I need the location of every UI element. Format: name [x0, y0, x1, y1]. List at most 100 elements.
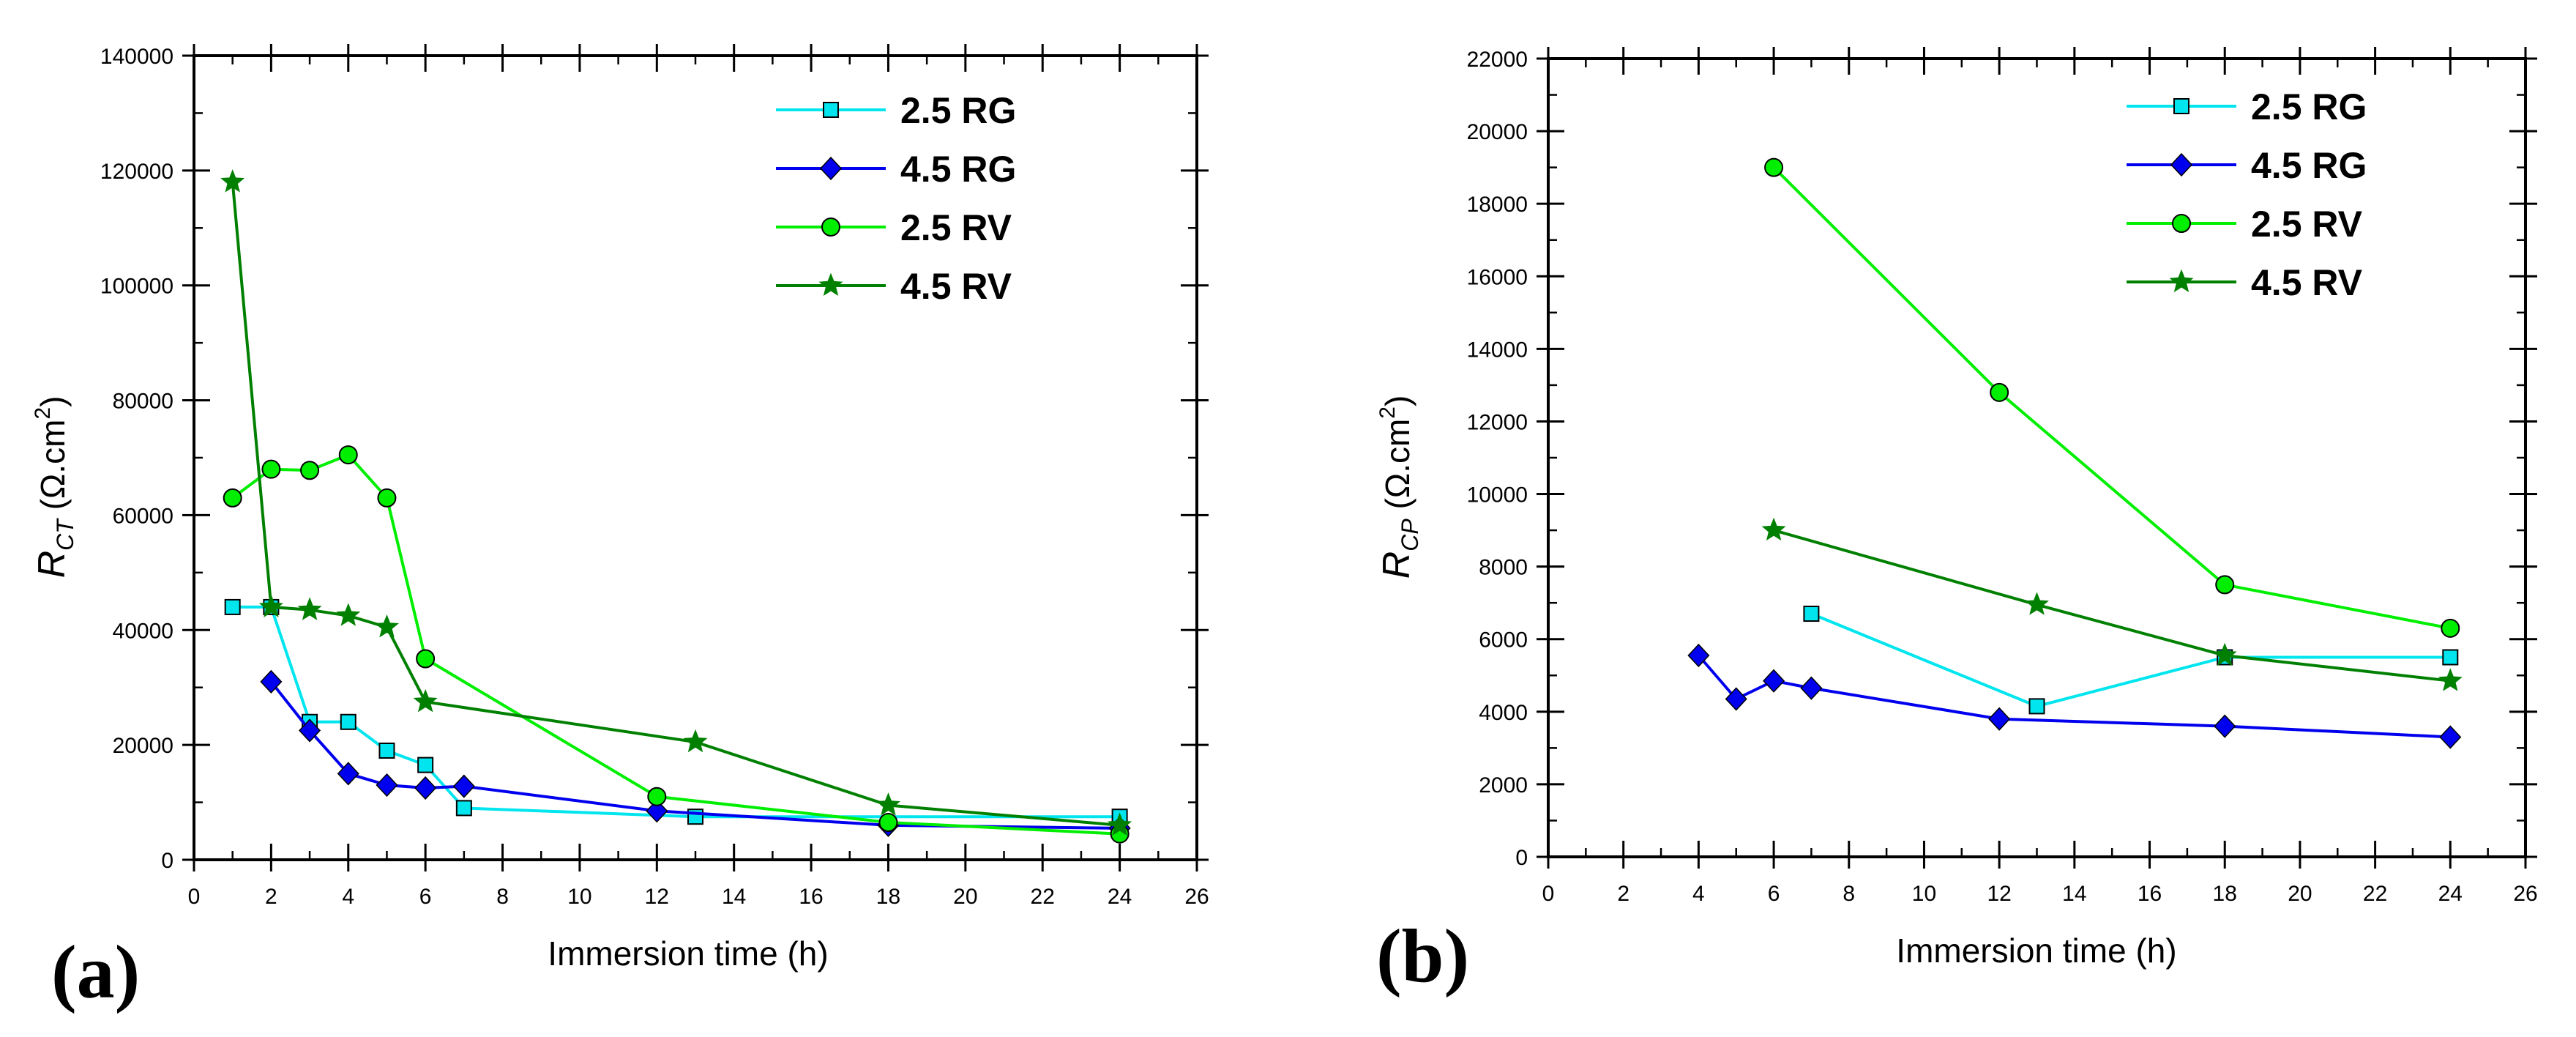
- x-tick-label: 0: [1542, 882, 1555, 906]
- x-tick-label: 12: [645, 885, 669, 909]
- x-tick-label: 10: [567, 885, 591, 909]
- y-axis-title: RCT (Ω.cm2): [31, 396, 78, 579]
- data-point-2-5-rv: [1990, 382, 2009, 402]
- data-point-2-5-rv: [338, 445, 358, 465]
- series-line-2-5-rg: [1810, 612, 2451, 708]
- data-point-4-5-rg: [1687, 643, 1710, 668]
- x-tick-label: 4: [1692, 882, 1705, 906]
- chart-panel-a: 0 2 4 6 8 10 12 14 16 18 20 22 24 2602000040000600008…: [31, 44, 1209, 973]
- data-point-4-5-rg: [337, 762, 359, 786]
- y-tick-label: 140000: [100, 45, 173, 69]
- x-tick-label: 24: [2438, 882, 2463, 906]
- x-tick-label: 18: [2213, 882, 2237, 906]
- x-tick-label: 6: [419, 885, 432, 909]
- y-tick-label: 18000: [1467, 193, 1528, 217]
- data-point-2-5-rg: [455, 800, 472, 817]
- data-point-2-5-rv: [1764, 157, 1784, 177]
- data-point-2-5-rg: [224, 598, 241, 615]
- x-tick-label: 24: [1108, 885, 1132, 909]
- legend-marker-2-5-rg: [823, 102, 839, 118]
- y-tick-label: 16000: [1467, 265, 1528, 289]
- legend-marker-4-5-rv: [2169, 269, 2194, 292]
- panel-label-b: (b): [1376, 914, 1469, 998]
- legend-label-2-5-rv: 2.5 RV: [2251, 204, 2363, 245]
- y-tick-label: 40000: [113, 619, 173, 643]
- panel-label-a: (a): [51, 930, 140, 1014]
- series-line-2-5-rg: [232, 605, 1120, 819]
- data-point-4-5-rv: [683, 729, 708, 753]
- legend-marker-4-5-rv: [818, 272, 843, 296]
- data-point-4-5-rv: [297, 597, 322, 620]
- series-line-4-5-rv: [1773, 529, 2451, 683]
- y-tick-label: 60000: [113, 504, 173, 528]
- data-point-4-5-rv: [876, 792, 900, 816]
- y-tick-label: 0: [161, 849, 173, 873]
- x-tick-label: 6: [1768, 882, 1780, 906]
- data-point-2-5-rg: [1803, 606, 1820, 622]
- x-tick-label: 8: [1843, 882, 1855, 906]
- x-tick-label: 10: [1912, 882, 1936, 906]
- x-tick-label: 2: [1617, 882, 1629, 906]
- data-point-2-5-rg: [340, 713, 356, 730]
- data-point-2-5-rv: [2215, 575, 2235, 595]
- y-tick-label: 14000: [1467, 338, 1528, 362]
- x-tick-label: 14: [722, 885, 746, 909]
- data-point-2-5-rg: [2028, 698, 2045, 715]
- data-point-4-5-rv: [258, 594, 283, 618]
- y-tick-label: 4000: [1479, 701, 1528, 725]
- y-tick-label: 2000: [1479, 773, 1528, 798]
- legend-label-4-5-rg: 4.5 RG: [900, 149, 1016, 190]
- legend-label-2-5-rv: 2.5 RV: [900, 207, 1012, 248]
- y-tick-label: 120000: [100, 160, 173, 184]
- data-point-2-5-rv: [416, 649, 436, 669]
- x-tick-label: 22: [2363, 882, 2387, 906]
- data-point-2-5-rv: [377, 488, 397, 508]
- data-point-4-5-rg: [2214, 714, 2236, 738]
- data-point-2-5-rv: [223, 488, 242, 508]
- y-tick-label: 80000: [113, 390, 173, 414]
- y-tick-label: 10000: [1467, 483, 1528, 508]
- legend-marker-4-5-rg: [819, 156, 843, 181]
- data-point-2-5-rv: [261, 459, 281, 479]
- data-point-4-5-rg: [1725, 687, 1747, 711]
- data-point-4-5-rg: [260, 669, 283, 694]
- x-tick-label: 2: [265, 885, 277, 909]
- y-tick-label: 12000: [1467, 410, 1528, 434]
- legend-marker-2-5-rv: [821, 218, 840, 237]
- data-point-4-5-rg: [1763, 669, 1785, 693]
- series-line-2-5-rv: [231, 453, 1120, 836]
- data-point-4-5-rg: [414, 776, 437, 800]
- data-point-2-5-rg: [378, 742, 395, 759]
- legend-label-4-5-rv: 4.5 RV: [900, 266, 1012, 307]
- legend-label-2-5-rg: 2.5 RG: [900, 90, 1016, 131]
- y-tick-label: 20000: [1467, 120, 1528, 144]
- y-tick-label: 22000: [1467, 48, 1528, 72]
- legend-marker-2-5-rv: [2172, 214, 2191, 233]
- data-point-2-5-rg: [2442, 649, 2459, 666]
- data-point-4-5-rv: [220, 169, 245, 193]
- y-tick-label: 0: [1515, 846, 1528, 870]
- legend-marker-4-5-rg: [2170, 152, 2193, 177]
- data-point-2-5-rv: [878, 813, 898, 833]
- x-axis-title: Immersion time (h): [1896, 932, 2176, 970]
- series-line-2-5-rv: [1772, 166, 2451, 630]
- data-point-4-5-rg: [299, 718, 321, 743]
- y-tick-label: 100000: [100, 275, 173, 299]
- x-tick-label: 20: [953, 885, 977, 909]
- x-tick-label: 16: [2138, 882, 2162, 906]
- data-point-4-5-rv: [2438, 668, 2463, 691]
- x-tick-label: 16: [799, 885, 823, 909]
- data-point-4-5-rg: [1800, 676, 1823, 700]
- data-point-4-5-rg: [376, 773, 398, 798]
- x-tick-label: 26: [2513, 882, 2537, 906]
- x-tick-label: 4: [342, 885, 354, 909]
- data-point-4-5-rg: [2439, 725, 2462, 749]
- y-axis-title: RCP (Ω.cm2): [1375, 395, 1423, 579]
- data-point-4-5-rv: [413, 688, 438, 713]
- x-tick-label: 0: [188, 885, 201, 909]
- data-point-4-5-rv: [336, 603, 361, 626]
- x-tick-label: 14: [2062, 882, 2086, 906]
- y-tick-label: 8000: [1479, 556, 1528, 580]
- data-point-2-5-rg: [417, 757, 434, 773]
